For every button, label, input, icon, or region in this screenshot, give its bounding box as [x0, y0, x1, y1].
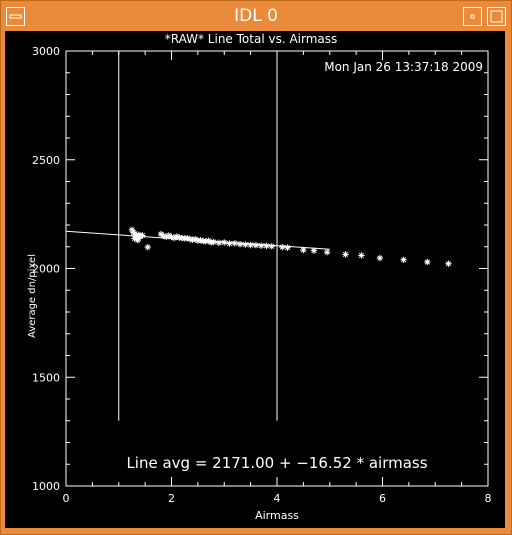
data-point	[165, 232, 173, 239]
data-point	[215, 239, 223, 247]
data-point	[163, 233, 170, 241]
data-point	[197, 237, 204, 244]
data-point	[189, 236, 196, 243]
data-point	[226, 240, 233, 247]
scatter-chart: *RAW* Line Total vs. Airmass Mon Jan 26 …	[27, 32, 492, 522]
minimize-icon[interactable]	[463, 7, 482, 26]
y-tick-label: 2000	[32, 263, 60, 276]
x-tick-label: 6	[379, 492, 386, 505]
data-point	[300, 246, 307, 254]
window-titlebar[interactable]: IDL 0	[1, 1, 511, 31]
menu-icon[interactable]	[6, 7, 25, 26]
data-point	[358, 252, 365, 259]
data-point	[310, 247, 318, 254]
maximize-icon[interactable]	[487, 7, 506, 26]
data-point	[242, 241, 249, 248]
data-point	[144, 243, 151, 251]
data-point	[342, 251, 349, 258]
x-tick-label: 2	[168, 492, 175, 505]
y-tick-label: 1500	[32, 371, 60, 384]
x-tick-label: 4	[274, 492, 281, 505]
data-point	[279, 243, 286, 251]
data-point	[236, 240, 244, 248]
data-point	[128, 226, 136, 233]
data-point	[252, 242, 260, 249]
fit-equation: Line avg = 2171.00 + −16.52 * airmass	[126, 454, 427, 472]
data-point	[160, 232, 167, 240]
data-point	[268, 243, 275, 250]
data-point	[400, 256, 407, 263]
data-point	[186, 235, 194, 243]
data-point	[221, 239, 228, 246]
data-point	[284, 244, 291, 251]
x-tick-label: 0	[63, 492, 70, 505]
data-point	[131, 235, 138, 242]
data-point	[202, 238, 209, 245]
data-point	[131, 230, 138, 237]
data-point	[247, 241, 254, 249]
data-point	[184, 234, 191, 242]
data-point	[263, 242, 270, 250]
data-point	[173, 233, 180, 240]
data-point	[168, 233, 175, 241]
chart-timestamp: Mon Jan 26 13:37:18 2009	[324, 60, 483, 74]
y-tick-label: 1000	[32, 480, 60, 493]
x-tick-label: 8	[485, 492, 492, 505]
y-tick-label: 2500	[32, 154, 60, 167]
data-point	[323, 248, 331, 256]
x-axis-label: Airmass	[255, 509, 299, 522]
data-point	[139, 232, 146, 239]
data-point	[157, 230, 165, 238]
data-point	[376, 254, 384, 262]
window-title: IDL 0	[234, 6, 278, 26]
data-point	[205, 237, 212, 244]
data-point	[192, 235, 199, 243]
chart-title: *RAW* Line Total vs. Airmass	[165, 32, 338, 46]
data-point	[424, 258, 431, 266]
y-axis-label: Average dn/pixel	[27, 254, 38, 338]
plot-canvas: *RAW* Line Total vs. Airmass Mon Jan 26 …	[5, 31, 505, 528]
y-tick-label: 3000	[32, 45, 60, 58]
data-point	[231, 240, 238, 247]
data-point	[445, 260, 452, 267]
data-point	[210, 238, 217, 246]
data-point	[134, 237, 141, 244]
data-point	[137, 233, 145, 240]
data-point	[257, 242, 265, 249]
data-point	[170, 234, 178, 242]
